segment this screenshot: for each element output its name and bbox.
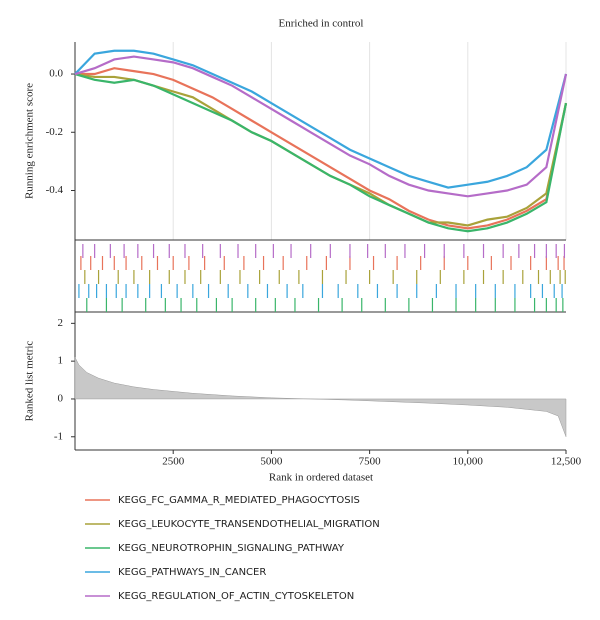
legend-label: KEGG_FC_GAMMA_R_MEDIATED_PHAGOCYTOSIS	[118, 495, 360, 506]
x-tick-label: 5000	[260, 456, 283, 468]
enrichment-line	[75, 67, 568, 230]
x-tick-label: 10,000	[453, 456, 484, 468]
y-tick-label: 0.0	[49, 68, 63, 80]
chart-title: Enriched in control	[279, 18, 364, 30]
metric-area	[74, 357, 567, 437]
x-tick-label: 12,500	[551, 456, 582, 468]
y-axis-label: Running enrichment score	[24, 83, 36, 199]
enrichment-line	[74, 49, 568, 189]
y-tick-label: -0.4	[46, 184, 64, 196]
legend-label: KEGG_LEUKOCYTE_TRANSENDOTHELIAL_MIGRATIO…	[118, 519, 380, 530]
y-tick-label: -0.2	[46, 126, 63, 138]
y-tick-label: -1	[54, 430, 63, 442]
y-tick-label: 1	[58, 355, 64, 367]
enrichment-line	[74, 55, 568, 198]
enrichment-line	[74, 72, 568, 227]
y-axis-label: Ranked list metric	[24, 341, 36, 422]
y-tick-label: 2	[58, 317, 64, 329]
y-tick-label: 0	[58, 392, 64, 404]
legend-label: KEGG_NEUROTROPHIN_SIGNALING_PATHWAY	[118, 543, 345, 554]
enrichment-line	[74, 72, 568, 233]
x-tick-label: 2500	[162, 456, 185, 468]
legend-label: KEGG_REGULATION_OF_ACTIN_CYTOSKELETON	[118, 591, 354, 602]
x-tick-label: 7500	[359, 456, 382, 468]
legend-label: KEGG_PATHWAYS_IN_CANCER	[118, 567, 266, 578]
x-axis-label: Rank in ordered dataset	[269, 472, 373, 484]
